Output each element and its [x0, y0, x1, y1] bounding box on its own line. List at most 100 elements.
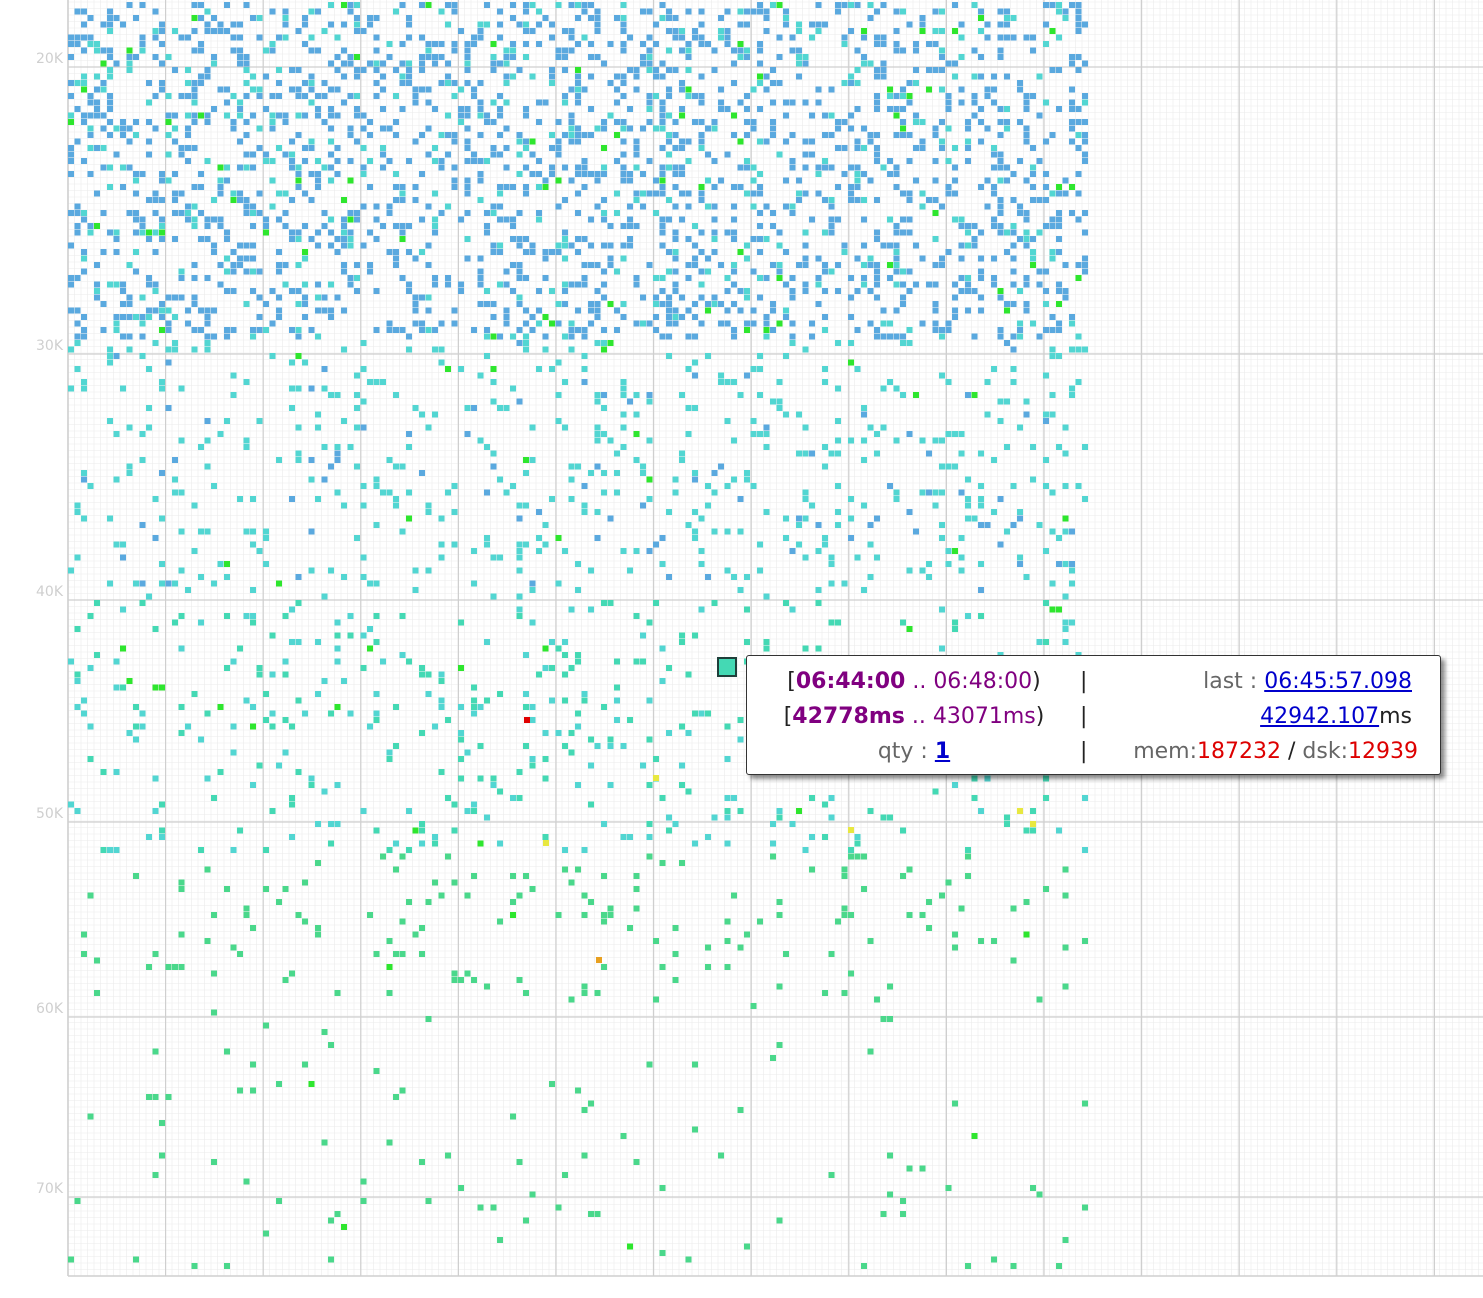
heatmap-cell — [308, 8, 315, 15]
heatmap-cell — [607, 912, 614, 918]
heatmap-cell — [711, 814, 718, 821]
heatmap-cell — [308, 1081, 315, 1087]
heatmap-cell — [750, 8, 757, 15]
heatmap-cell — [776, 229, 783, 236]
heatmap-cell — [601, 281, 607, 288]
heatmap-cell — [516, 138, 523, 145]
heatmap-cell — [445, 2, 451, 8]
heatmap-cell — [685, 1256, 692, 1263]
heatmap-cell — [178, 613, 185, 619]
heatmap-cell — [243, 912, 250, 918]
heatmap-cell — [438, 164, 445, 171]
heatmap-cell — [185, 125, 191, 132]
heatmap-cell — [263, 47, 269, 54]
heatmap-cell — [295, 164, 302, 171]
heatmap-cell — [562, 255, 568, 262]
heatmap-cell — [874, 67, 880, 73]
heatmap-cell — [815, 164, 822, 171]
heatmap-cell — [250, 1061, 256, 1068]
heatmap-cell — [575, 15, 581, 21]
heatmap-cell — [750, 418, 757, 424]
heatmap-cell — [178, 145, 185, 151]
heatmap-cell — [74, 509, 81, 515]
heatmap-cell — [880, 814, 887, 821]
heatmap-cell — [198, 2, 204, 8]
heatmap-cell — [627, 203, 633, 210]
heatmap-cell — [620, 93, 627, 99]
heatmap-cell — [1017, 80, 1023, 86]
heatmap-cell — [315, 281, 321, 288]
heatmap-cell — [744, 574, 750, 580]
heatmap-cell — [464, 431, 471, 437]
heatmap-cell — [1017, 327, 1023, 333]
heatmap-cell — [789, 164, 796, 171]
heatmap-cell — [529, 756, 536, 762]
heatmap-cell — [711, 294, 718, 301]
heatmap-cell — [315, 112, 321, 119]
heatmap-cell — [81, 216, 87, 223]
heatmap-cell — [991, 366, 997, 372]
heatmap-cell — [211, 912, 217, 918]
heatmap-cell — [367, 723, 373, 730]
heatmap-cell — [640, 762, 646, 769]
heatmap-cell — [627, 171, 633, 177]
heatmap-cell — [373, 476, 380, 483]
heatmap-cell — [659, 1185, 666, 1191]
heatmap-cell — [945, 431, 952, 437]
heatmap-cell — [328, 86, 334, 93]
heatmap-cell — [880, 1211, 887, 1217]
heatmap-cell — [523, 691, 529, 697]
heatmap-cell — [282, 613, 289, 619]
heatmap-cell — [191, 502, 198, 509]
heatmap-cell — [659, 964, 666, 970]
heatmap-cell — [146, 236, 152, 242]
heatmap-cell — [568, 665, 575, 671]
heatmap-cell — [607, 80, 614, 86]
heatmap-cell — [1004, 814, 1010, 821]
heatmap-cell — [562, 424, 568, 431]
heatmap-cell — [965, 125, 971, 132]
duration-link[interactable]: 42942.107 — [1260, 704, 1380, 729]
heatmap-cell — [139, 457, 146, 463]
heatmap-cell — [978, 483, 984, 489]
heatmap-cell — [354, 405, 360, 411]
heatmap-cell — [516, 275, 523, 281]
heatmap-cell — [971, 2, 978, 8]
heatmap-cell — [490, 145, 497, 151]
heatmap-cell — [893, 164, 900, 171]
heatmap-cell — [354, 463, 360, 470]
heatmap-cell — [81, 21, 87, 28]
heatmap-cell — [510, 47, 516, 54]
heatmap-cell — [458, 106, 464, 112]
heatmap-cell — [997, 106, 1004, 112]
heatmap-cell — [965, 229, 971, 236]
heatmap-cell — [256, 548, 263, 554]
heatmap-cell — [841, 873, 848, 879]
heatmap-cell — [1023, 236, 1030, 242]
heatmap-cell — [776, 405, 783, 411]
heatmap-cell — [425, 54, 432, 60]
heatmap-cell — [139, 223, 146, 229]
heatmap-cell — [653, 73, 659, 80]
heatmap-cell — [653, 301, 659, 307]
heatmap-cell — [835, 184, 841, 190]
heatmap-cell — [685, 67, 692, 73]
heatmap-cell — [328, 281, 334, 288]
heatmap-cell — [1030, 262, 1036, 268]
heatmap-cell — [523, 138, 529, 145]
heatmap-cell — [1082, 444, 1088, 450]
highlighted-cell[interactable] — [717, 657, 737, 677]
last-time-link[interactable]: 06:45:57.098 — [1264, 669, 1412, 694]
heatmap-cell — [932, 158, 939, 164]
heatmap-cell — [978, 54, 984, 60]
heatmap-cell — [1049, 489, 1056, 496]
heatmap-cell — [178, 151, 185, 158]
heatmap-cell — [263, 223, 269, 229]
heatmap-cell — [776, 54, 783, 60]
heatmap-cell — [978, 15, 984, 21]
heatmap-cell — [412, 294, 419, 301]
heatmap-cell — [315, 8, 321, 15]
heatmap-cell — [952, 782, 958, 788]
qty-link[interactable]: 1 — [934, 739, 951, 764]
